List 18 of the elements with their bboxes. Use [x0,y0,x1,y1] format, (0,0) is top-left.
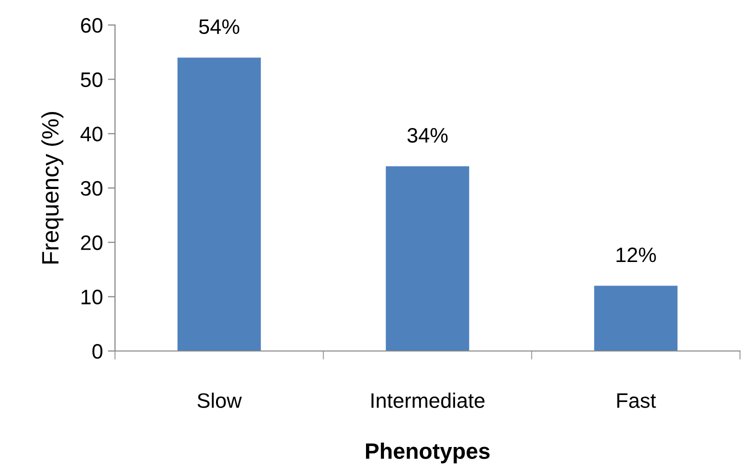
y-axis-title: Frequency (%) [41,112,64,264]
y-tick-label: 50 [80,72,102,88]
x-tick-label: Fast [617,393,656,408]
bar [386,166,470,351]
x-tick-label: Slow [198,392,242,408]
y-tick-label: 60 [81,18,102,33]
y-tick-label: 30 [80,181,102,196]
bar [594,286,678,351]
x-tick-label: Intermediate [372,392,484,408]
bar [178,58,261,351]
x-axis-title: Phenotypes [366,442,490,464]
data-label: 12% [616,247,656,262]
data-label: 34% [407,128,448,143]
data-label: 54% [199,19,240,34]
y-tick-label: 0 [92,344,102,359]
y-tick-label: 10 [82,290,102,304]
y-tick-label: 20 [81,235,102,250]
y-tick-label: 40 [80,126,102,142]
